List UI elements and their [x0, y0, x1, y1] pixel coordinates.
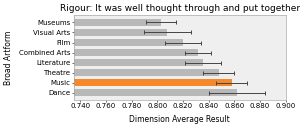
X-axis label: Dimension Average Result: Dimension Average Result: [129, 115, 230, 124]
Bar: [74, 39, 183, 46]
Bar: [74, 49, 198, 56]
Bar: [74, 19, 161, 26]
Bar: [74, 69, 219, 76]
Bar: [74, 29, 167, 36]
Y-axis label: Broad Artform: Broad Artform: [4, 30, 13, 85]
Bar: [74, 59, 203, 66]
Bar: [74, 79, 232, 86]
Title: Rigour: It was well thought through and put together: Rigour: It was well thought through and …: [60, 4, 300, 13]
Bar: [74, 89, 237, 96]
